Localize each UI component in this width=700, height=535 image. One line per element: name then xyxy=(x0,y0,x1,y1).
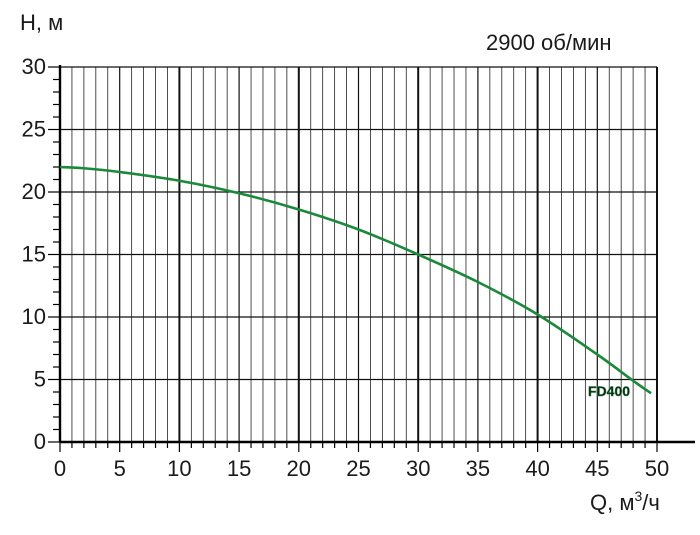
y-tick-label: 10 xyxy=(22,304,46,329)
x-tick-label: 45 xyxy=(585,456,609,481)
x-tick-label: 40 xyxy=(525,456,549,481)
x-tick-labels: 0 5 10 15 20 25 30 35 40 45 50 xyxy=(54,456,669,481)
y-tick-label: 30 xyxy=(22,54,46,79)
x-tick-label: 5 xyxy=(114,456,126,481)
y-tick-labels: 0 5 10 15 20 25 30 xyxy=(22,54,46,454)
series-line-fd400 xyxy=(59,165,652,395)
axes xyxy=(48,65,695,452)
series-group xyxy=(59,165,652,395)
speed-annotation: 2900 об/мин xyxy=(486,30,612,55)
y-tick-label: 25 xyxy=(22,117,46,142)
y-tick-label: 15 xyxy=(22,242,46,267)
y-tick-label: 20 xyxy=(22,179,46,204)
x-tick-label: 20 xyxy=(287,456,311,481)
major-gridlines xyxy=(59,66,658,442)
x-axis-label-suffix: /ч xyxy=(642,490,660,515)
y-tick-label: 5 xyxy=(34,367,46,392)
y-axis-label: H, м xyxy=(20,10,63,35)
x-axis-label-prefix: Q, м xyxy=(590,490,634,515)
x-axis-label: Q, м3/ч xyxy=(590,488,660,515)
x-tick-label: 0 xyxy=(54,456,66,481)
x-tick-label: 15 xyxy=(227,456,251,481)
x-tick-label: 50 xyxy=(645,456,669,481)
x-tick-label: 25 xyxy=(346,456,370,481)
x-axis-label-superscript: 3 xyxy=(634,488,642,504)
x-tick-label: 10 xyxy=(167,456,191,481)
x-tick-label: 35 xyxy=(466,456,490,481)
x-tick-label: 30 xyxy=(406,456,430,481)
y-tick-label: 0 xyxy=(34,429,46,454)
series-label-fd400: FD400 xyxy=(588,383,630,399)
